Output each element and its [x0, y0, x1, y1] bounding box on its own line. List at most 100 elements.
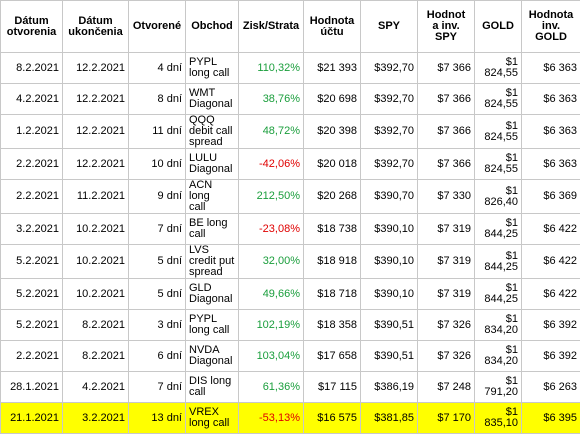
table-cell: $7 366: [418, 115, 475, 149]
table-cell: $386,19: [361, 372, 418, 403]
table-cell: 61,36%: [239, 372, 304, 403]
table-cell: 8.2.2021: [1, 53, 63, 84]
table-cell: $1 824,55: [475, 115, 522, 149]
table-cell: $7 326: [418, 310, 475, 341]
table-cell: $6 392: [522, 341, 580, 372]
header-cell: Dátum otvorenia: [1, 1, 63, 53]
table-cell: $1 844,25: [475, 214, 522, 245]
header-cell: Dátum ukončenia: [63, 1, 129, 53]
table-cell: $1 844,25: [475, 279, 522, 310]
table-cell: 5.2.2021: [1, 310, 63, 341]
table-cell: 2.2.2021: [1, 149, 63, 180]
table-cell: 12.2.2021: [63, 115, 129, 149]
table-cell: $1 834,20: [475, 341, 522, 372]
table-cell: 11.2.2021: [63, 180, 129, 214]
table-cell: $390,70: [361, 180, 418, 214]
table-cell: $392,70: [361, 149, 418, 180]
table-cell: $6 363: [522, 53, 580, 84]
table-cell: $1 824,55: [475, 149, 522, 180]
table-cell: $21 393: [304, 53, 361, 84]
table-cell: 3.2.2021: [1, 214, 63, 245]
table-cell: 11 dní: [129, 115, 186, 149]
table-cell: 48,72%: [239, 115, 304, 149]
table-cell: $7 326: [418, 341, 475, 372]
table-cell: $392,70: [361, 115, 418, 149]
table-cell: LVS credit put spread: [186, 245, 239, 279]
table-cell: $6 422: [522, 214, 580, 245]
header-cell: Hodnota účtu: [304, 1, 361, 53]
table-cell: $7 248: [418, 372, 475, 403]
table-cell: $392,70: [361, 84, 418, 115]
table-cell: 102,19%: [239, 310, 304, 341]
table-cell: $7 366: [418, 149, 475, 180]
table-cell: $1 834,20: [475, 310, 522, 341]
table-cell: $1 826,40: [475, 180, 522, 214]
table-cell: 12.2.2021: [63, 84, 129, 115]
table-cell: $1 791,20: [475, 372, 522, 403]
table-cell: 12.2.2021: [63, 149, 129, 180]
table-cell: -23,08%: [239, 214, 304, 245]
table-cell: $1 824,55: [475, 53, 522, 84]
table-cell: 4.2.2021: [63, 372, 129, 403]
table-cell: WMT Diagonal: [186, 84, 239, 115]
table-cell: $7 319: [418, 279, 475, 310]
table-cell: $390,10: [361, 214, 418, 245]
table-cell: $390,10: [361, 279, 418, 310]
header-cell: Zisk/Strata: [239, 1, 304, 53]
table-cell: 5.2.2021: [1, 245, 63, 279]
table-cell: 2.2.2021: [1, 341, 63, 372]
table-cell: $6 392: [522, 310, 580, 341]
table-cell: $1 844,25: [475, 245, 522, 279]
table-cell: $18 918: [304, 245, 361, 279]
table-cell: $390,51: [361, 310, 418, 341]
table-cell: 6 dní: [129, 341, 186, 372]
table-cell: 10.2.2021: [63, 279, 129, 310]
table-cell: 8.2.2021: [63, 310, 129, 341]
header-cell: Otvorené: [129, 1, 186, 53]
table-cell: $390,10: [361, 245, 418, 279]
table-cell: -42,06%: [239, 149, 304, 180]
table-cell: ACN long call: [186, 180, 239, 214]
table-cell: $20 398: [304, 115, 361, 149]
table-cell: $392,70: [361, 53, 418, 84]
header-cell: SPY: [361, 1, 418, 53]
table-cell: $17 115: [304, 372, 361, 403]
table-cell: $6 363: [522, 149, 580, 180]
table-cell: 4.2.2021: [1, 84, 63, 115]
header-cell: Obchod: [186, 1, 239, 53]
table-cell: $6 363: [522, 84, 580, 115]
table-cell: $6 263: [522, 372, 580, 403]
table-cell: 49,66%: [239, 279, 304, 310]
table-cell: GLD Diagonal: [186, 279, 239, 310]
table-cell: 28.1.2021: [1, 372, 63, 403]
table-cell: 110,32%: [239, 53, 304, 84]
table-cell: 2.2.2021: [1, 180, 63, 214]
table-cell: LULU Diagonal: [186, 149, 239, 180]
table-cell: 32,00%: [239, 245, 304, 279]
table-cell: $20 018: [304, 149, 361, 180]
table-cell: $18 718: [304, 279, 361, 310]
table-cell: 4 dní: [129, 53, 186, 84]
table-cell: $7 330: [418, 180, 475, 214]
table-cell: 7 dní: [129, 214, 186, 245]
table-cell: $7 366: [418, 53, 475, 84]
table-cell: 5.2.2021: [1, 279, 63, 310]
table-cell: 9 dní: [129, 180, 186, 214]
table-cell: $18 738: [304, 214, 361, 245]
header-cell: Hodnot a inv. SPY: [418, 1, 475, 53]
table-cell: $18 358: [304, 310, 361, 341]
table-cell: $7 366: [418, 84, 475, 115]
table-cell: 12.2.2021: [63, 53, 129, 84]
table-cell: 212,50%: [239, 180, 304, 214]
table-cell: PYPL long call: [186, 310, 239, 341]
